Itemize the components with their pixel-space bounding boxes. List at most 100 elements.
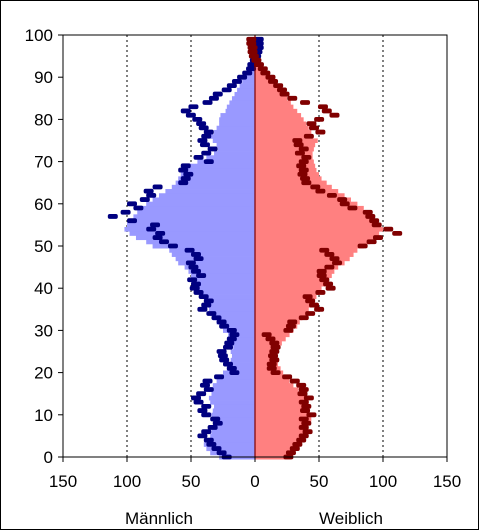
male-fill-bar — [146, 201, 255, 207]
male-marker — [212, 420, 223, 426]
female-marker — [268, 79, 279, 84]
female-marker — [248, 53, 259, 59]
female-marker — [297, 171, 308, 177]
x-tick-label: 50 — [182, 472, 201, 491]
x-axis-label-male: Männlich — [125, 509, 193, 528]
female-fill-bar — [255, 79, 271, 84]
female-fill-bar — [255, 108, 298, 114]
male-marker — [253, 36, 264, 42]
male-fill-bar — [229, 362, 255, 367]
male-marker — [127, 201, 137, 207]
female-fill-bar — [255, 252, 354, 257]
male-marker — [202, 378, 213, 384]
female-fill-bar — [255, 345, 279, 350]
male-fill-bar — [210, 134, 255, 139]
male-fill-bar — [206, 446, 255, 452]
male-marker — [201, 302, 212, 308]
female-marker — [292, 441, 303, 447]
female-fill-bar — [255, 227, 383, 232]
female-marker — [315, 129, 326, 135]
female-marker — [293, 142, 304, 148]
female-fill-bar — [255, 176, 322, 181]
female-marker — [392, 230, 403, 236]
male-marker — [184, 247, 195, 253]
male-marker — [187, 277, 198, 283]
male-marker — [193, 399, 204, 405]
female-fill-bar — [255, 383, 294, 388]
male-marker — [196, 273, 207, 278]
male-marker — [207, 425, 218, 430]
y-axis-ticks: 0 10 20 30 40 50 60 70 80 90 100 — [25, 26, 63, 467]
female-fill-series — [255, 45, 383, 460]
female-fill-bar — [255, 340, 282, 346]
male-fill-bar — [215, 421, 255, 426]
male-fill-bar — [220, 113, 255, 118]
female-marker — [285, 323, 296, 329]
male-fill-bar — [220, 324, 255, 329]
female-fill-bar — [255, 231, 380, 236]
female-marker — [300, 100, 311, 105]
female-fill-bar — [255, 189, 339, 194]
female-marker — [347, 205, 358, 211]
female-fill-bar — [255, 184, 332, 190]
female-marker — [315, 188, 326, 194]
female-fill-bar — [255, 256, 350, 262]
y-tick-label: 80 — [34, 110, 53, 129]
x-tick-label: 50 — [310, 472, 329, 491]
male-fill-bar — [205, 298, 255, 304]
male-fill-bar — [233, 345, 255, 350]
female-marker — [277, 87, 287, 93]
male-fill-bar — [219, 374, 255, 380]
female-fill-bar — [255, 416, 312, 422]
female-marker — [298, 159, 309, 164]
female-fill-bar — [255, 446, 298, 452]
female-marker — [309, 302, 319, 308]
male-marker — [206, 311, 217, 316]
female-marker — [247, 49, 258, 55]
female-marker — [303, 395, 314, 401]
male-fill-bar — [207, 438, 255, 443]
female-fill-bar — [255, 75, 268, 80]
female-marker — [261, 332, 272, 338]
female-marker — [279, 91, 290, 97]
male-fill-bar — [175, 180, 255, 186]
y-tick-label: 0 — [44, 448, 53, 467]
female-fill-bar — [255, 151, 313, 156]
x-tick-label: 150 — [49, 472, 77, 491]
male-fill-bar — [212, 425, 255, 430]
female-marker — [357, 243, 368, 249]
male-fill-bar — [228, 332, 255, 338]
male-fill-bar — [191, 273, 255, 279]
male-marker — [180, 176, 191, 181]
female-fill-bar — [255, 332, 290, 338]
female-fill-bar — [255, 96, 287, 101]
female-fill-bar — [255, 404, 307, 409]
female-fill-bar — [255, 273, 332, 279]
male-marker — [191, 395, 201, 401]
male-marker — [253, 41, 264, 46]
male-marker — [197, 138, 208, 143]
female-marker — [329, 112, 340, 118]
female-marker — [369, 218, 380, 224]
female-marker — [296, 163, 307, 169]
female-fill-bar — [255, 264, 339, 270]
female-marker — [301, 420, 312, 426]
male-fill-bar — [229, 100, 255, 106]
female-marker — [362, 209, 373, 215]
x-axis-ticks: 150 100 50 0 50 100 150 — [49, 457, 461, 491]
female-marker — [269, 349, 280, 354]
female-fill-bar — [255, 260, 345, 266]
male-fill-bar — [225, 108, 255, 114]
female-fill-bar — [255, 201, 358, 207]
female-fill-bar — [255, 129, 312, 135]
female-marker — [309, 125, 319, 131]
male-marker — [226, 328, 237, 333]
male-marker — [159, 239, 169, 245]
male-fill-bar — [214, 129, 255, 135]
male-fill-bar — [208, 307, 255, 312]
female-fill-bar — [255, 218, 373, 224]
female-fill-bar — [255, 412, 311, 418]
male-fill-bar — [194, 281, 255, 287]
female-fill-bar — [255, 239, 371, 245]
female-fill-bar — [255, 311, 307, 317]
